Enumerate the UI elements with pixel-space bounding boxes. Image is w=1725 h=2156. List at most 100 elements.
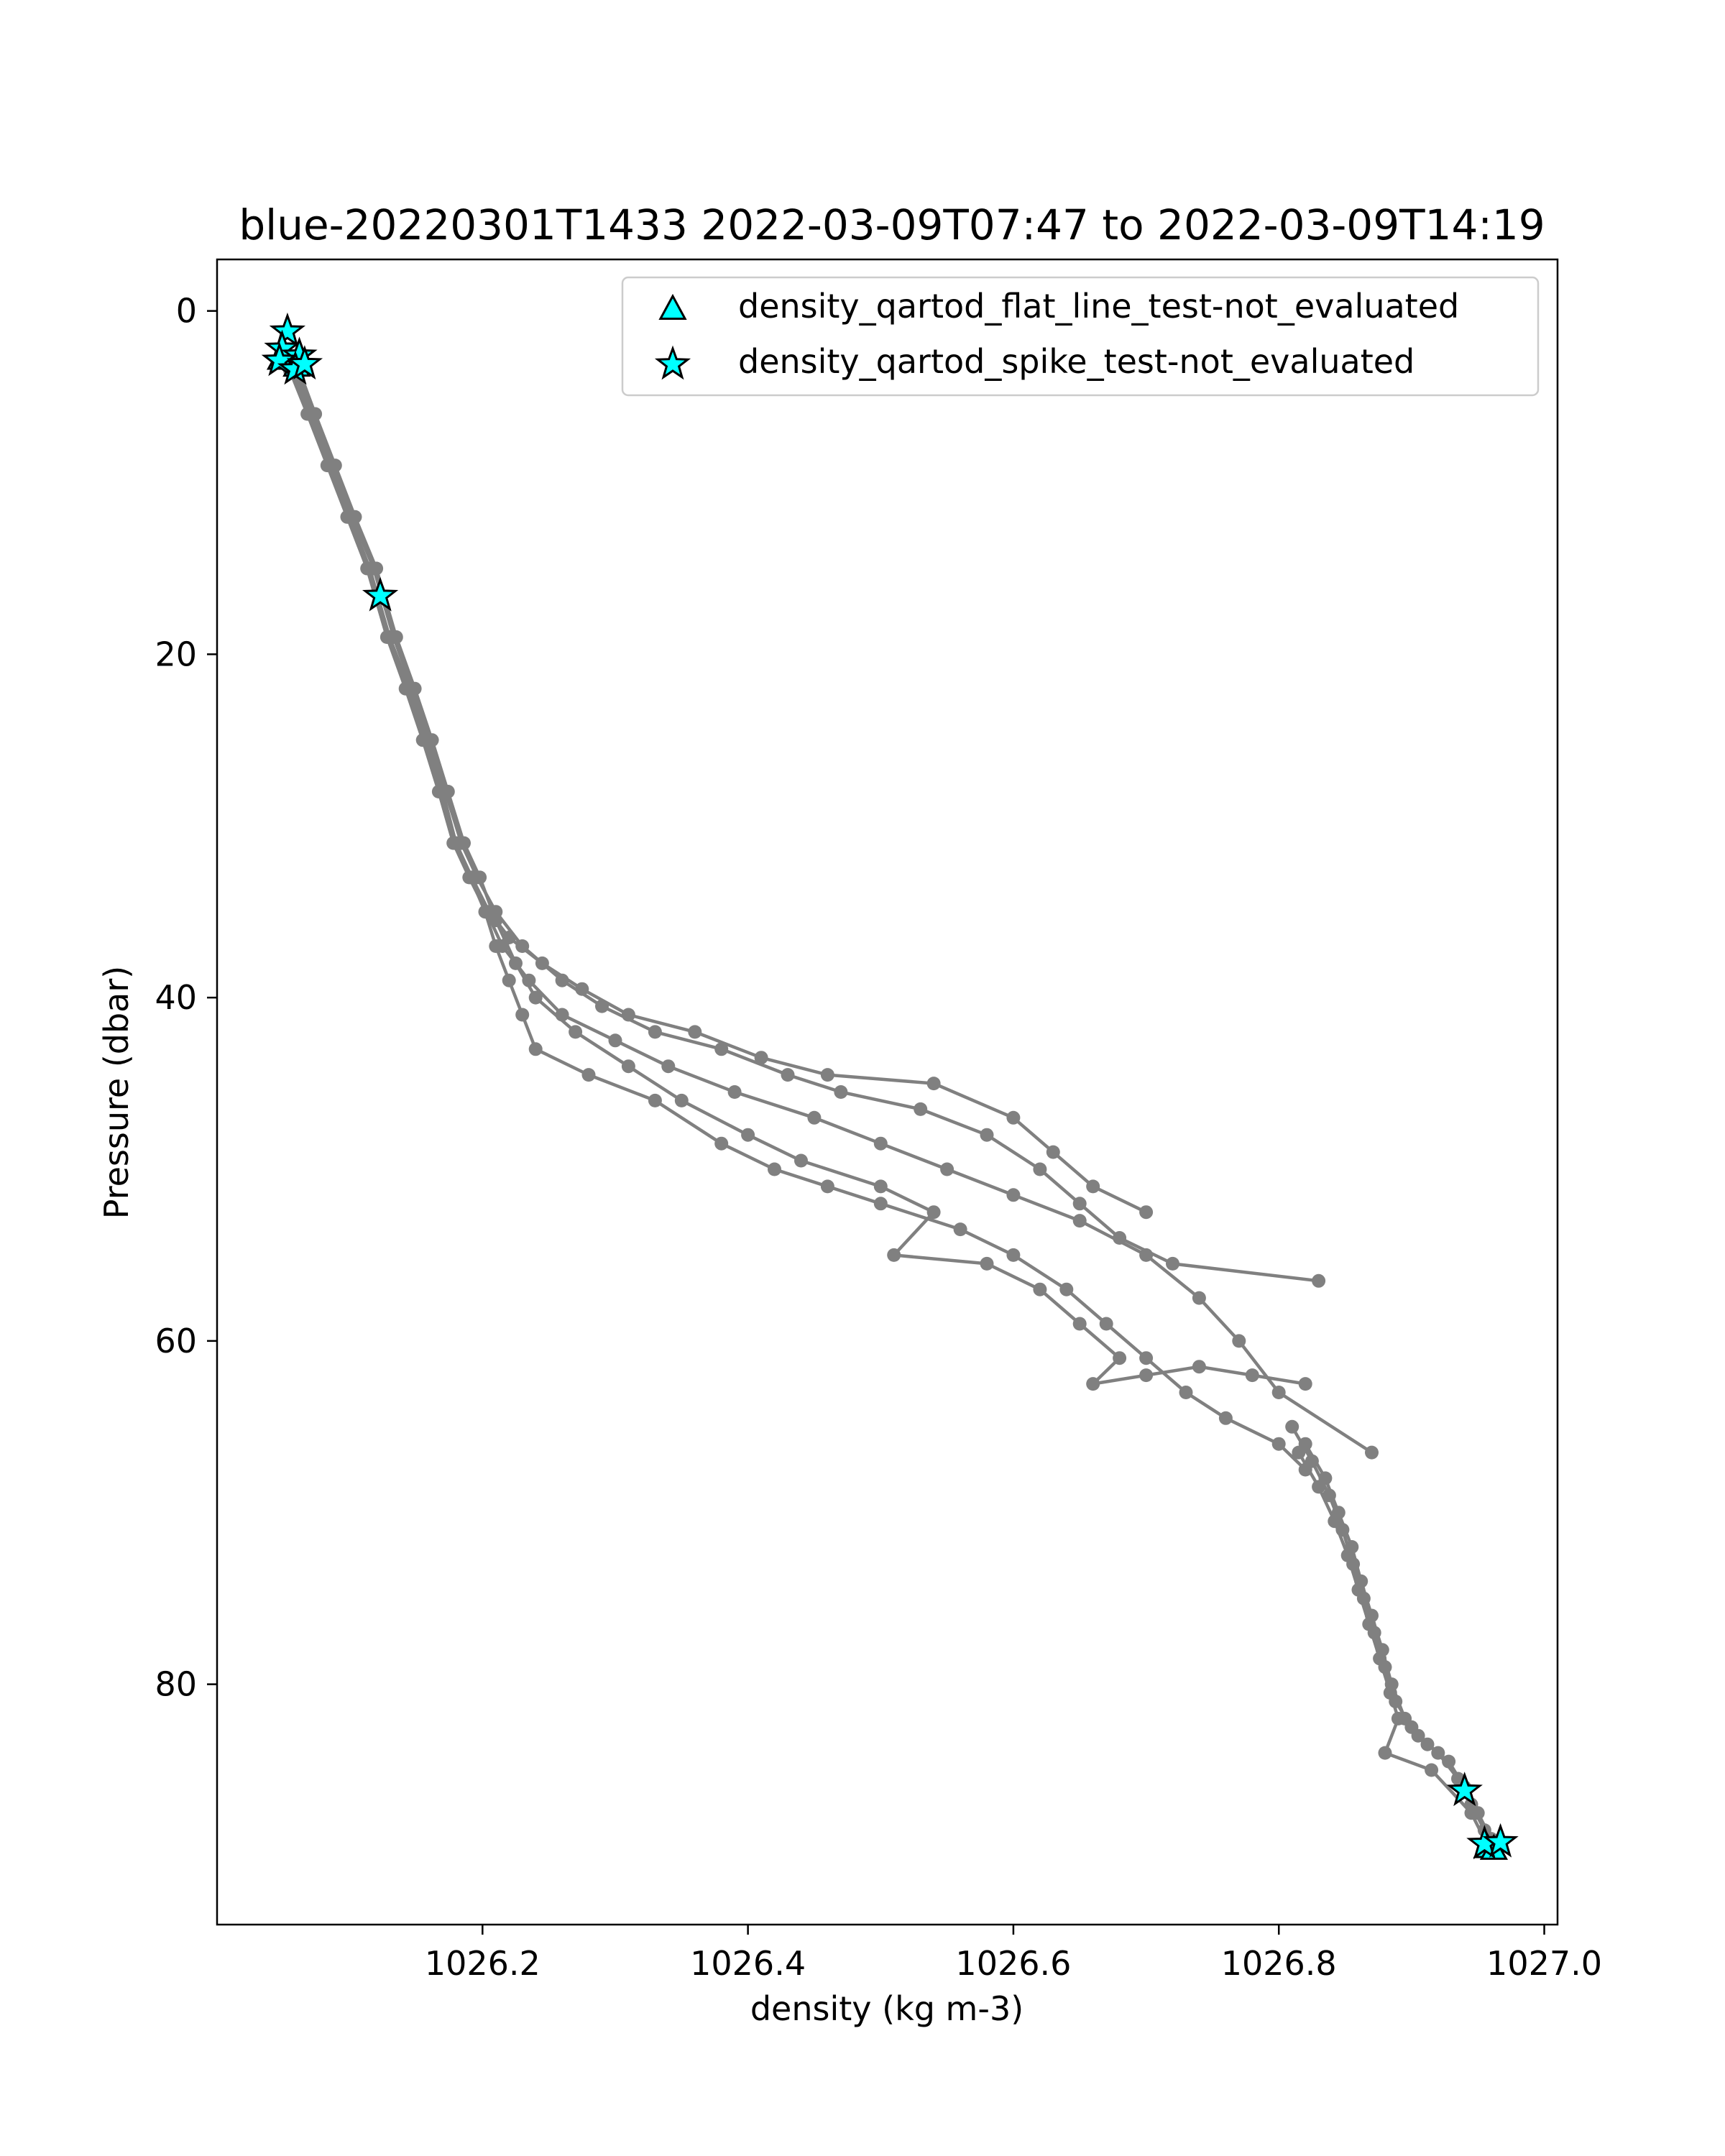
profile-point-4-11: [478, 905, 492, 919]
profile-point-7-7: [1383, 1686, 1397, 1700]
profile-point-7-1: [1312, 1480, 1326, 1494]
profile-point-2-23: [1139, 1248, 1154, 1262]
profile-point-3-21: [887, 1248, 901, 1262]
profile-point-1-19: [914, 1102, 928, 1116]
profile-point-3-22: [980, 1256, 994, 1271]
profile-point-4-1: [301, 407, 316, 421]
legend-star-shape: [654, 345, 691, 380]
profile-point-0-17: [754, 1051, 768, 1065]
profile-point-3-28: [1192, 1360, 1206, 1374]
profile-point-0-18: [820, 1068, 834, 1082]
profile-point-3-20: [926, 1205, 941, 1220]
legend-star-marker: [654, 345, 691, 380]
profile-point-1-25: [1312, 1273, 1326, 1288]
chart-title: blue-20220301T1433 2022-03-09T07:47 to 2…: [239, 201, 1545, 249]
profile-point-0-20: [1006, 1110, 1021, 1125]
spike-flag-star-9: [1482, 1823, 1519, 1858]
y-tick-label-1: 20: [155, 635, 197, 673]
y-tick-label-2: 40: [155, 978, 197, 1017]
profile-point-6-10: [1420, 1737, 1435, 1751]
profile-point-3-14: [569, 1025, 583, 1039]
profile-point-2-17: [727, 1085, 742, 1099]
profile-point-3-24: [1072, 1317, 1087, 1331]
y-axis: 0 20 40 60 80: [155, 292, 217, 1704]
profile-point-4-16: [581, 1068, 596, 1082]
profile-point-7-2: [1328, 1514, 1342, 1529]
profile-point-3-9: [457, 836, 471, 850]
profile-point-7-5: [1362, 1617, 1376, 1631]
profile-point-3-11: [489, 913, 503, 928]
profile-point-6-11: [1442, 1754, 1456, 1769]
profile-point-0-16: [688, 1025, 702, 1039]
profile-point-1-12: [515, 939, 530, 953]
profile-point-2-15: [608, 1033, 622, 1048]
profile-point-4-7: [417, 733, 431, 747]
profile-point-4-22: [953, 1222, 967, 1237]
profile-point-1-21: [1033, 1162, 1047, 1176]
profile-point-4-6: [400, 681, 414, 696]
spike-flag-star-5: [286, 345, 323, 380]
profile-point-1-13: [555, 973, 569, 987]
x-tick-label-0: 1026.2: [425, 1944, 540, 1983]
spike-flag-star-3: [261, 341, 298, 377]
plot-area: [261, 312, 1519, 1860]
legend-frame: [621, 276, 1540, 397]
profile-point-7-0: [1292, 1445, 1306, 1460]
axes-frame: [216, 258, 1559, 1926]
profile-line-4: [291, 370, 1307, 1471]
profile-point-3-30: [1298, 1377, 1312, 1391]
legend-triangle-shape: [658, 293, 687, 320]
profile-line-2: [288, 370, 1373, 1454]
profile-point-7-3: [1340, 1548, 1355, 1562]
profile-point-4-26: [1139, 1351, 1154, 1365]
profile-point-3-27: [1139, 1368, 1154, 1383]
profile-point-3-16: [674, 1093, 689, 1107]
profile-point-0-21: [1046, 1145, 1060, 1159]
spike-flag-star-6: [362, 576, 399, 612]
profile-point-3-19: [873, 1179, 888, 1194]
profile-point-1-18: [834, 1085, 848, 1099]
profile-point-4-10: [464, 870, 478, 885]
profile-point-4-29: [1271, 1437, 1286, 1451]
profile-point-3-13: [528, 990, 543, 1005]
profile-point-7-10: [1425, 1763, 1439, 1777]
profile-point-2-16: [661, 1059, 676, 1074]
profile-line-3: [298, 370, 1306, 1386]
legend: density_qartod_flat_line_test-not_evalua…: [621, 276, 1540, 397]
profile-point-2-25: [1232, 1334, 1246, 1348]
profile-point-0-19: [926, 1077, 941, 1091]
x-tick-label-4: 1027.0: [1486, 1944, 1602, 1983]
profile-point-7-4: [1351, 1583, 1366, 1597]
profile-point-3-15: [621, 1059, 635, 1074]
profile-point-1-15: [648, 1025, 662, 1039]
x-tick-label-1: 1026.4: [690, 1944, 806, 1983]
spike-flag-star-7: [1446, 1772, 1483, 1807]
profile-point-2-26: [1271, 1386, 1286, 1399]
profile-point-2-22: [1072, 1214, 1087, 1228]
profile-point-7-8: [1391, 1711, 1405, 1726]
y-tick-label-0: 0: [176, 292, 197, 331]
profile-point-2-20: [940, 1162, 954, 1176]
profile-point-0-22: [1086, 1179, 1100, 1194]
y-tick-label-4: 80: [155, 1665, 197, 1704]
legend-triangle-marker: [658, 293, 687, 320]
x-axis: 1026.2 1026.4 1026.6 1026.8 1027.0: [425, 1925, 1602, 1983]
profile-point-1-14: [595, 999, 609, 1013]
profile-point-6-9: [1404, 1720, 1419, 1734]
profile-point-4-27: [1179, 1386, 1193, 1399]
profile-point-4-3: [341, 510, 356, 524]
profile-point-6-0: [1285, 1419, 1300, 1434]
profile-point-4-4: [362, 561, 375, 576]
profile-point-7-11: [1464, 1806, 1478, 1820]
profile-point-4-8: [433, 785, 447, 798]
profile-point-4-13: [502, 973, 516, 987]
profile-point-4-14: [515, 1008, 530, 1022]
profile-point-2-24: [1192, 1291, 1206, 1305]
profile-point-4-24: [1059, 1282, 1074, 1296]
profile-point-1-22: [1072, 1197, 1087, 1211]
profile-point-4-12: [489, 939, 503, 953]
profile-point-4-15: [528, 1042, 543, 1056]
profile-point-4-18: [714, 1136, 729, 1151]
profile-point-4-2: [321, 459, 336, 473]
y-axis-label: Pressure (dbar): [97, 966, 136, 1219]
